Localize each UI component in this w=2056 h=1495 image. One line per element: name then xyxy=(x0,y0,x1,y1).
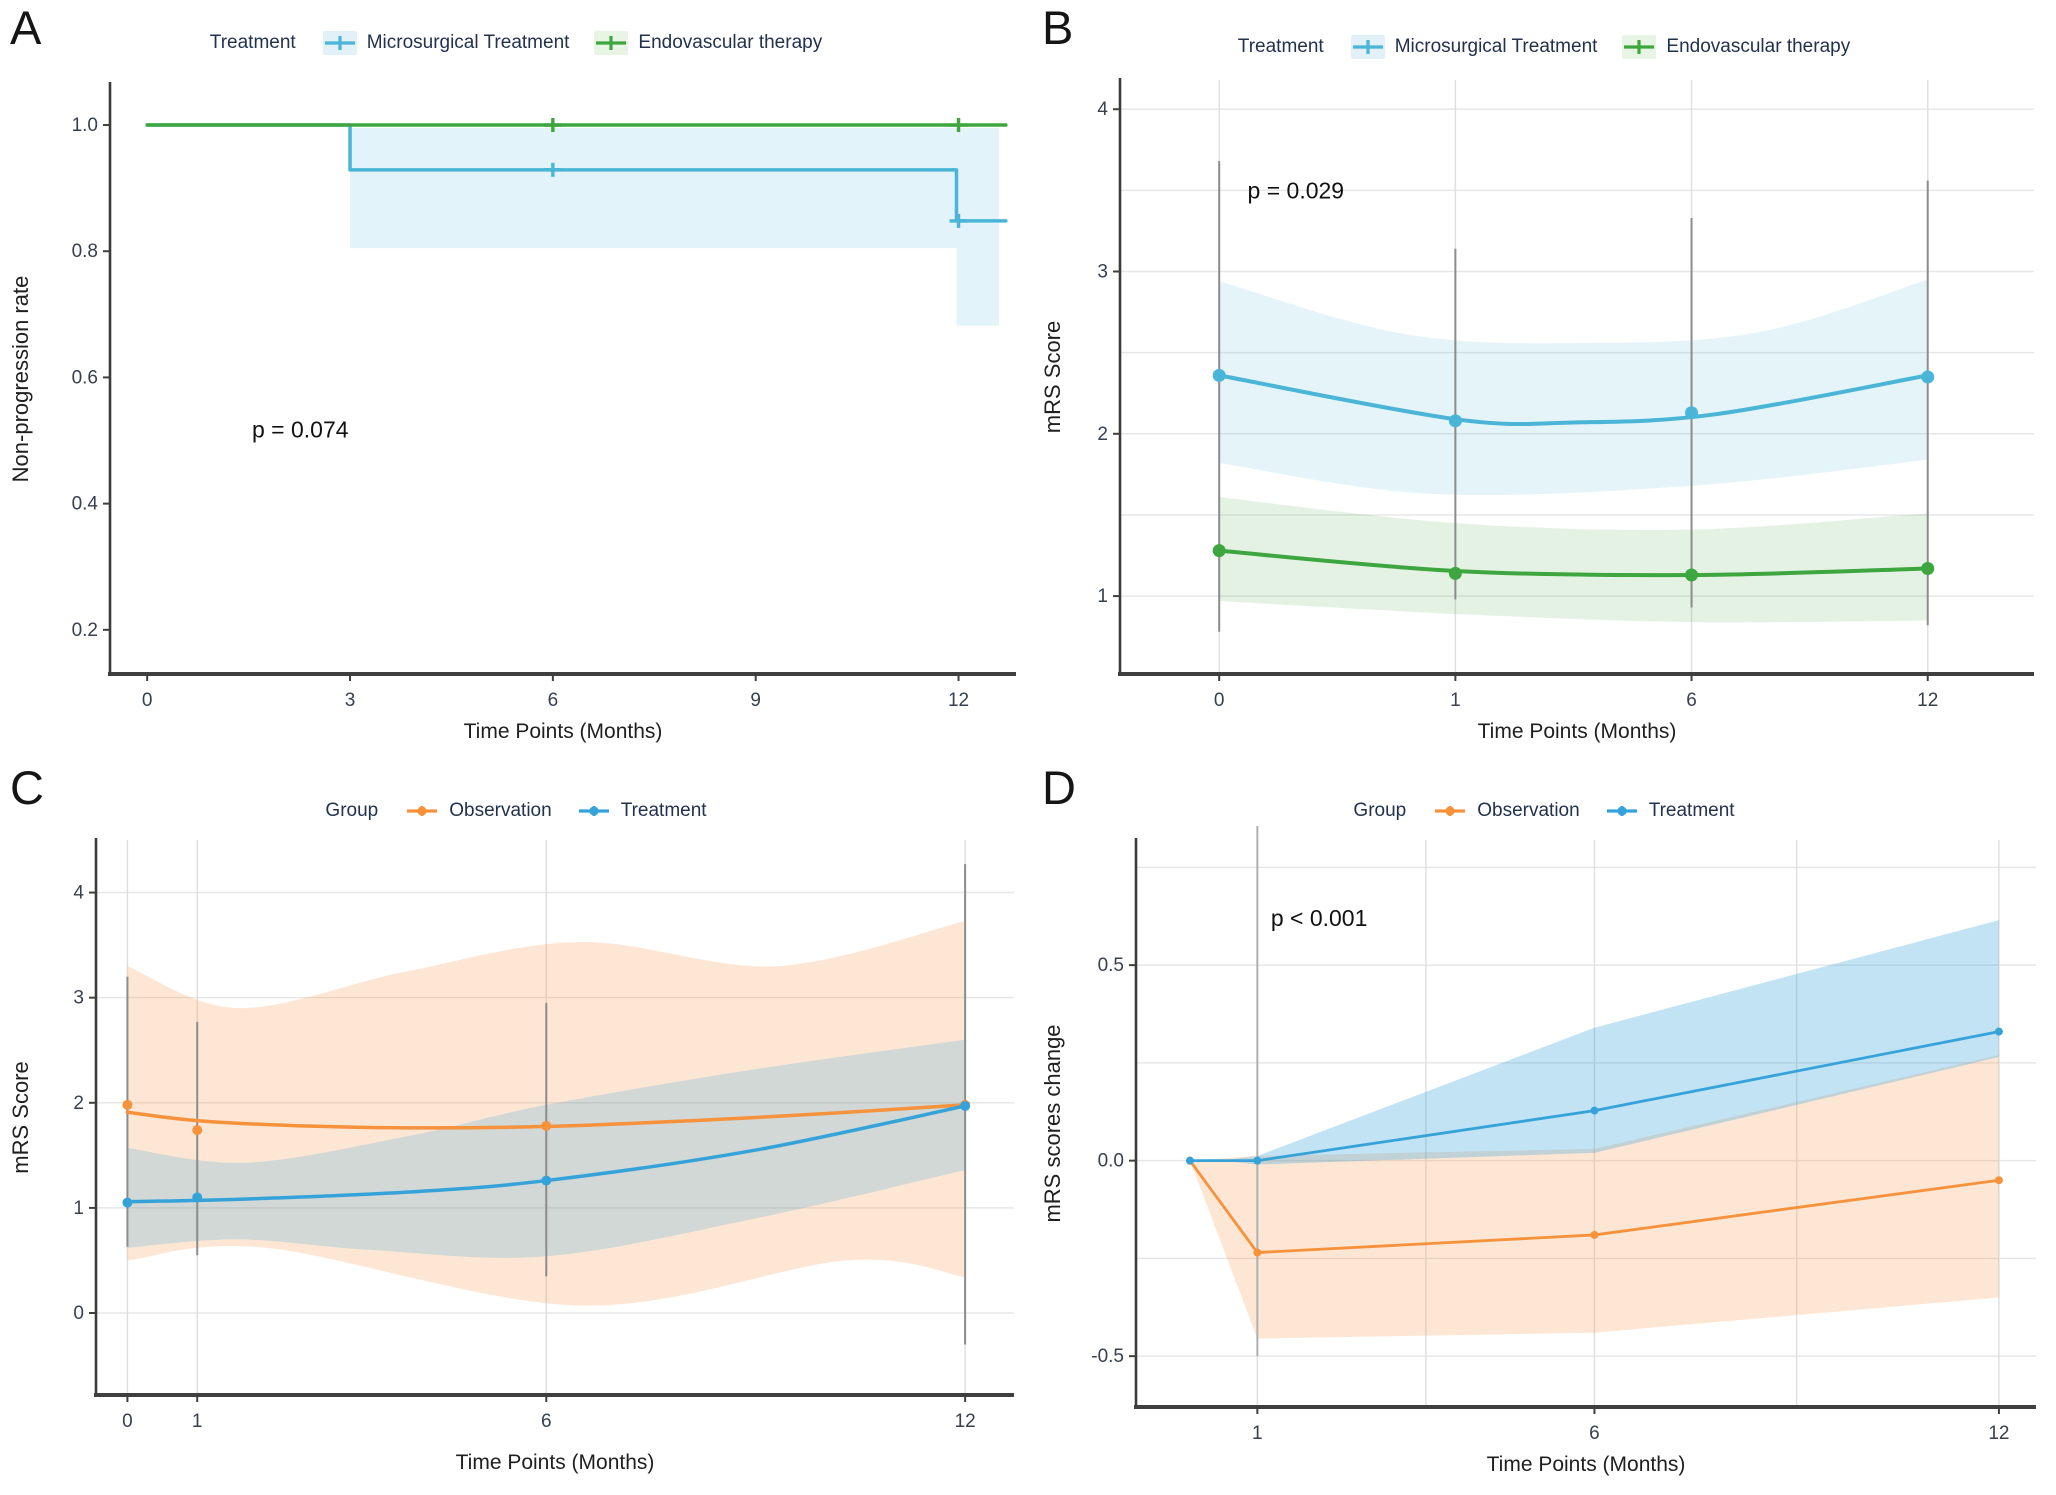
svg-text:3: 3 xyxy=(1097,262,1108,283)
svg-text:1: 1 xyxy=(1252,1423,1263,1444)
svg-text:3: 3 xyxy=(345,690,356,711)
svg-text:-0.5: -0.5 xyxy=(1091,1346,1124,1367)
svg-text:6: 6 xyxy=(1589,1423,1600,1444)
panel-a: A Treatment Microsurgical Treatment Endova… xyxy=(0,0,1032,760)
panel-d-legend: Group Observation Treatment xyxy=(1032,798,2056,824)
svg-text:3: 3 xyxy=(73,988,84,1009)
legend-item: Treatment xyxy=(576,798,707,824)
svg-text:12: 12 xyxy=(1988,1423,2009,1444)
legend-item-label: Endovascular therapy xyxy=(638,32,823,53)
svg-text:mRS Score: mRS Score xyxy=(1040,321,1065,433)
svg-text:2: 2 xyxy=(73,1093,84,1114)
svg-text:mRS Score: mRS Score xyxy=(8,1061,33,1173)
legend-item: Endovascular therapy xyxy=(1621,34,1850,60)
svg-text:6: 6 xyxy=(541,1411,552,1432)
legend-title: Treatment xyxy=(1237,36,1324,57)
svg-text:Non-progression rate: Non-progression rate xyxy=(8,276,33,483)
svg-text:2: 2 xyxy=(1097,424,1108,445)
svg-text:Time Points (Months): Time Points (Months) xyxy=(456,1451,655,1474)
svg-text:1: 1 xyxy=(1450,690,1461,711)
panel-a-label: A xyxy=(10,1,42,54)
legend-title: Group xyxy=(1353,800,1407,821)
svg-text:12: 12 xyxy=(948,690,969,711)
svg-text:1: 1 xyxy=(1097,586,1108,607)
svg-text:1: 1 xyxy=(192,1411,203,1432)
svg-text:0: 0 xyxy=(122,1411,133,1432)
svg-text:0.2: 0.2 xyxy=(72,620,98,641)
legend-key-icon xyxy=(1435,806,1466,816)
legend-key-icon xyxy=(578,806,609,816)
legend-item: Treatment xyxy=(1604,798,1735,824)
legend-item-label: Observation xyxy=(1477,800,1580,821)
legend-key-icon xyxy=(1606,806,1637,816)
svg-text:4: 4 xyxy=(73,883,84,904)
panel-a-plot: 0 3 6 9 12 0.2 0.4 0.6 0.8 1.0 Time Points (Months… xyxy=(8,82,1016,743)
legend-item: Endovascular therapy xyxy=(593,30,822,56)
svg-text:p = 0.029: p = 0.029 xyxy=(1248,177,1345,203)
panel-c-label: C xyxy=(10,761,44,814)
svg-text:p = 0.074: p = 0.074 xyxy=(252,416,349,442)
legend-key-icon xyxy=(594,31,629,55)
legend-item: Observation xyxy=(1432,798,1580,824)
panel-d-plot: 1 6 12 -0.5 0.0 0.5 Time Points (Months) mRS sc… xyxy=(1040,826,2036,1476)
svg-text:9: 9 xyxy=(750,690,761,711)
panel-b: B Treatment Microsurgical Treatment Endova… xyxy=(1032,0,2056,760)
svg-text:0.4: 0.4 xyxy=(72,494,99,515)
legend-item: Microsurgical Treatment xyxy=(1350,34,1598,60)
svg-text:4: 4 xyxy=(1097,99,1108,120)
panel-c: C Group Observation Treatment 0 1 6 12 0 1 2 3 4 Ti… xyxy=(0,760,1032,1495)
legend-key-icon xyxy=(1622,35,1657,59)
svg-text:p < 0.001: p < 0.001 xyxy=(1271,905,1368,931)
panel-b-legend: Treatment Microsurgical Treatment Endovasc… xyxy=(1032,34,2056,60)
svg-text:Time Points (Months): Time Points (Months) xyxy=(1487,1453,1686,1476)
legend-item-label: Observation xyxy=(449,800,552,821)
legend-key-icon xyxy=(322,31,357,55)
legend-item-label: Microsurgical Treatment xyxy=(366,32,570,53)
svg-text:0: 0 xyxy=(142,690,153,711)
svg-text:0.8: 0.8 xyxy=(72,241,98,262)
svg-text:6: 6 xyxy=(1686,690,1697,711)
svg-text:0.0: 0.0 xyxy=(1098,1151,1124,1172)
panel-a-legend: Treatment Microsurgical Treatment Endovasc… xyxy=(0,30,1032,56)
legend-item-label: Microsurgical Treatment xyxy=(1394,36,1598,57)
legend-title: Treatment xyxy=(209,32,296,53)
legend-item: Observation xyxy=(404,798,552,824)
panel-c-legend: Group Observation Treatment xyxy=(0,798,1032,824)
panel-d-label: D xyxy=(1042,761,1076,814)
svg-text:Time Points (Months): Time Points (Months) xyxy=(464,720,663,743)
legend-item: Microsurgical Treatment xyxy=(322,30,570,56)
panel-d: D Group Observation Treatment 1 6 12 -0.5 0.0 0… xyxy=(1032,760,2056,1495)
svg-text:0: 0 xyxy=(73,1303,84,1324)
svg-text:12: 12 xyxy=(1917,690,1938,711)
legend-key-icon xyxy=(407,806,438,816)
panel-b-label: B xyxy=(1042,1,1074,54)
legend-item-label: Treatment xyxy=(1648,800,1735,821)
svg-text:0.6: 0.6 xyxy=(72,367,98,388)
svg-text:12: 12 xyxy=(955,1411,976,1432)
svg-text:1.0: 1.0 xyxy=(72,115,98,136)
legend-key-icon xyxy=(1350,35,1385,59)
legend-item-label: Treatment xyxy=(620,800,707,821)
svg-text:1: 1 xyxy=(73,1198,84,1219)
svg-text:Time Points (Months): Time Points (Months) xyxy=(1478,720,1677,743)
legend-item-label: Endovascular therapy xyxy=(1666,36,1851,57)
svg-text:0: 0 xyxy=(1214,690,1225,711)
svg-text:mRS scores change: mRS scores change xyxy=(1040,1024,1065,1222)
svg-text:6: 6 xyxy=(548,690,559,711)
svg-text:0.5: 0.5 xyxy=(1098,955,1124,976)
legend-title: Group xyxy=(325,800,379,821)
